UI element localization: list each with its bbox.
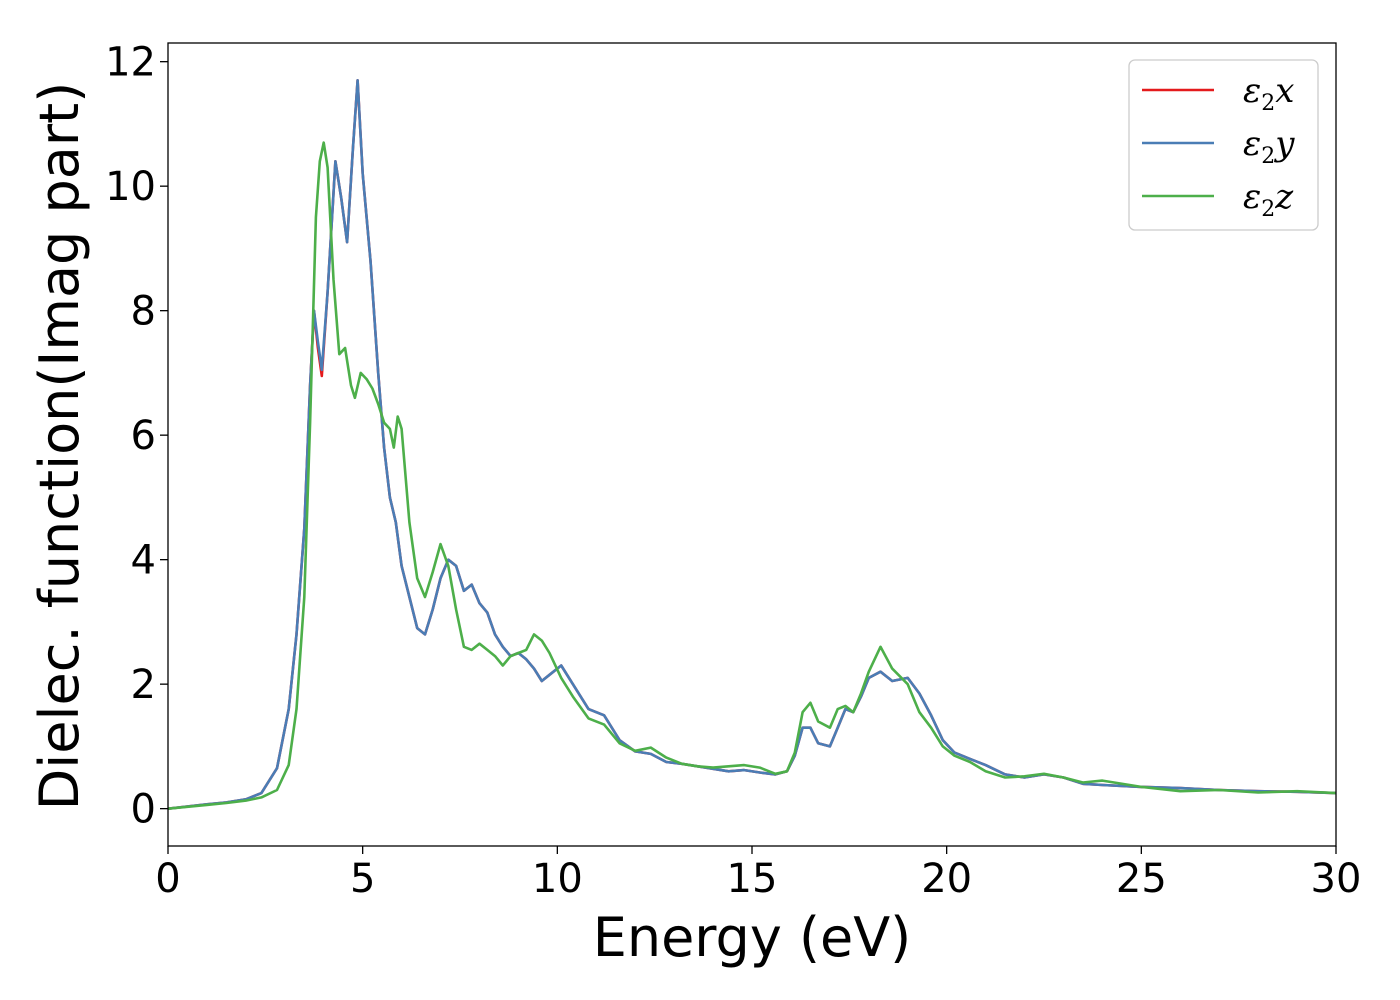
x-axis: 0 5 10 15 20 25 30 <box>155 846 1361 902</box>
y-tick-label: 8 <box>131 289 156 335</box>
x-tick-label: 15 <box>727 856 778 902</box>
legend-entries: ε2x ε2y ε2z <box>1142 71 1295 222</box>
x-axis-title: Energy (eV) <box>593 906 912 969</box>
y-tick-label: 4 <box>131 538 156 584</box>
y-tick-label: 2 <box>131 662 156 708</box>
legend-label-y: ε2y <box>1243 124 1295 169</box>
legend-box <box>1128 59 1319 231</box>
x-tick-label: 25 <box>1116 856 1167 902</box>
y-axis-title: Dielec. function(Imag part) <box>28 82 91 811</box>
y-tick-label: 6 <box>131 413 156 459</box>
legend-label-z: ε2z <box>1243 177 1294 222</box>
y-tick-label: 12 <box>105 40 156 86</box>
y-tick-label: 0 <box>131 787 156 833</box>
y-axis: 0 2 4 6 8 10 12 <box>105 40 168 833</box>
y-tick-label: 10 <box>105 164 156 210</box>
x-tick-label: 0 <box>155 856 180 902</box>
series-line-y <box>167 79 1337 810</box>
legend: ε2x ε2y ε2z <box>1128 59 1319 231</box>
x-tick-label: 20 <box>921 856 972 902</box>
series-layer <box>167 79 1337 810</box>
series-line-z <box>167 141 1337 810</box>
x-tick-label: 5 <box>350 856 375 902</box>
x-tick-label: 30 <box>1311 856 1362 902</box>
x-tick-label: 10 <box>532 856 583 902</box>
legend-label-x: ε2x <box>1243 71 1294 116</box>
